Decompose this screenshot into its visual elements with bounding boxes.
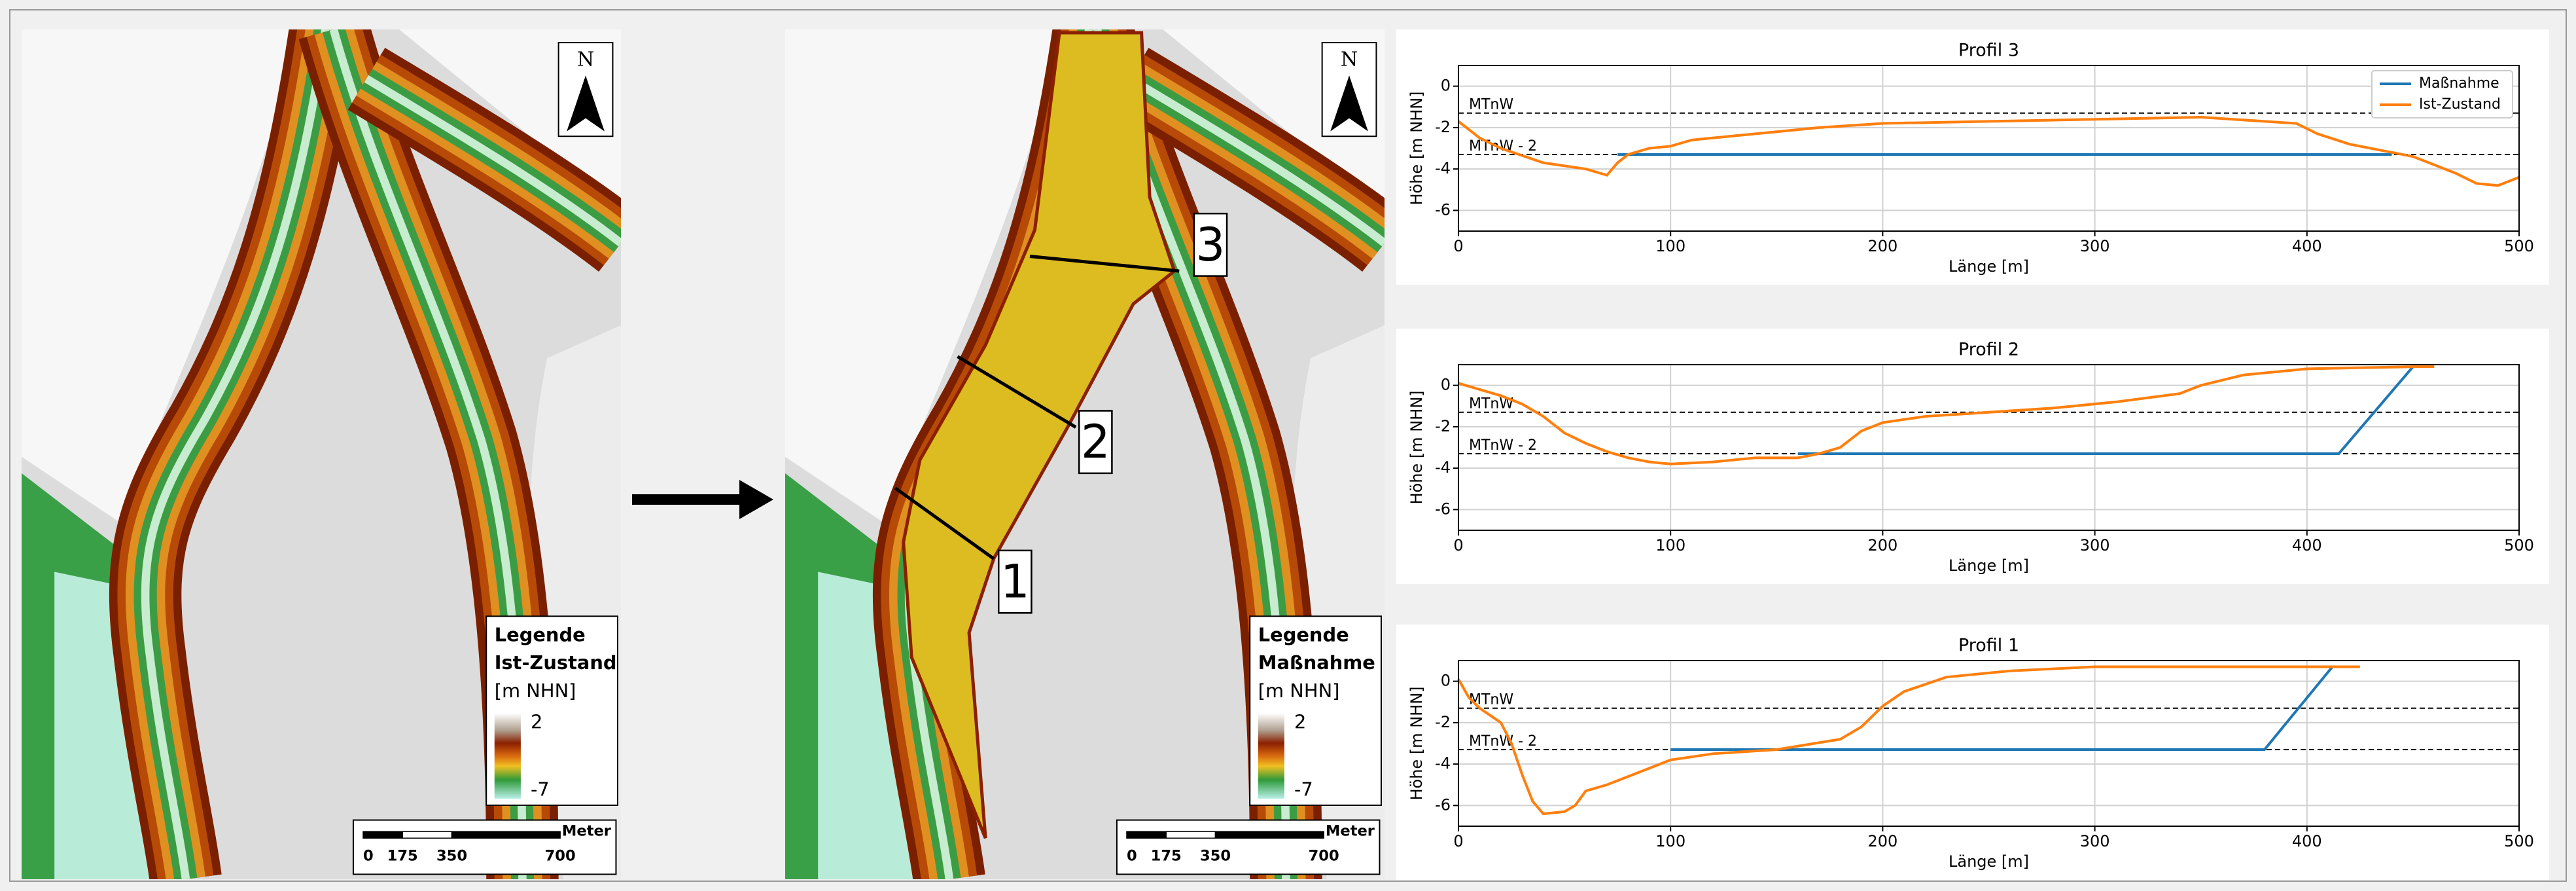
chart-title: Profil 3 <box>1958 41 2019 61</box>
x-tick-label: 300 <box>2080 536 2110 555</box>
chart: Profil 2 0 100 200 300 400 500 -6 -4 -2 0 Länge [m]… <box>1396 329 2549 584</box>
x-tick-label: 500 <box>2504 536 2534 555</box>
legend-title: [m NHN] <box>495 680 576 702</box>
chart: Profil 1 0 100 200 300 400 500 -6 -4 -2 0 Länge [m]… <box>1396 625 2549 880</box>
y-tick-label: 0 <box>1441 672 1451 690</box>
reference-label: MTnW <box>1469 97 1513 113</box>
scale-segment <box>452 831 561 838</box>
chart: Profil 3 0 100 200 300 400 500 -6 -4 -2 0 Länge [m]… <box>1396 29 2549 285</box>
scale-label: 0 <box>1127 847 1137 864</box>
chart-title: Profil 1 <box>1958 636 2019 656</box>
color-bar-max: 2 <box>1294 710 1306 733</box>
y-axis-label: Höhe [m NHN] <box>1407 390 1426 504</box>
y-tick-label: -4 <box>1435 458 1451 477</box>
legend-label: Ist-Zustand <box>2419 96 2501 113</box>
x-tick-label: 200 <box>1867 536 1897 555</box>
legend-title: Legende <box>1258 623 1349 646</box>
x-axis-label: Länge [m] <box>1949 257 2029 276</box>
x-tick-label: 500 <box>2504 237 2534 255</box>
map: N Legende Ist-Zustand [m NHN] 2 -7 0 175 350 700 M… <box>22 29 621 879</box>
color-bar-min: -7 <box>1294 778 1313 800</box>
color-bar-max: 2 <box>531 710 542 733</box>
scale-segment <box>1127 831 1166 838</box>
color-bar <box>1258 713 1284 799</box>
north-label: N <box>577 48 594 71</box>
x-tick-label: 300 <box>2080 237 2110 255</box>
chart-title: Profil 2 <box>1958 340 2019 360</box>
y-tick-label: -6 <box>1435 500 1451 518</box>
y-tick-label: -4 <box>1435 159 1451 177</box>
scale-segment <box>363 831 402 838</box>
x-tick-label: 0 <box>1453 832 1463 850</box>
scale-label: 175 <box>387 847 418 864</box>
scale-unit: Meter <box>562 823 612 840</box>
legend-title: [m NHN] <box>1258 680 1340 702</box>
color-bar-min: -7 <box>531 778 550 800</box>
y-tick-label: -2 <box>1435 118 1451 136</box>
x-tick-label: 200 <box>1867 237 1897 255</box>
x-tick-label: 100 <box>1655 536 1685 555</box>
scale-unit: Meter <box>1326 823 1375 840</box>
scale-segment <box>1166 831 1215 838</box>
x-tick-label: 0 <box>1453 536 1463 555</box>
legend-title: Ist-Zustand <box>495 651 617 674</box>
profile-label: 2 <box>1081 415 1110 469</box>
profile-label: 3 <box>1196 218 1226 272</box>
x-tick-label: 0 <box>1453 237 1463 255</box>
x-tick-label: 100 <box>1655 237 1685 255</box>
scale-label: 175 <box>1151 847 1182 864</box>
y-tick-label: 0 <box>1441 77 1451 95</box>
y-tick-label: -2 <box>1435 417 1451 435</box>
y-axis-label: Höhe [m NHN] <box>1407 91 1426 205</box>
x-tick-label: 400 <box>2292 536 2322 555</box>
y-tick-label: -6 <box>1435 795 1451 814</box>
x-tick-label: 400 <box>2292 237 2322 255</box>
scale-label: 350 <box>1200 847 1231 864</box>
x-tick-label: 400 <box>2292 832 2322 850</box>
y-tick-label: -6 <box>1435 200 1451 219</box>
legend-title: Legende <box>495 623 586 646</box>
chart-panel <box>1396 625 2549 880</box>
x-tick-label: 500 <box>2504 832 2534 850</box>
reference-label: MTnW - 2 <box>1469 733 1537 750</box>
y-tick-label: 0 <box>1441 376 1451 394</box>
chart-panel <box>1396 29 2549 285</box>
y-axis-label: Höhe [m NHN] <box>1407 686 1426 800</box>
north-label: N <box>1341 48 1358 71</box>
profile-label: 1 <box>1000 555 1030 609</box>
x-tick-label: 100 <box>1655 832 1685 850</box>
legend-title: Maßnahme <box>1258 651 1375 674</box>
y-tick-label: -2 <box>1435 713 1451 731</box>
scale-label: 350 <box>436 847 467 864</box>
scale-segment <box>1216 831 1324 838</box>
page: {"maps": [ {"north": "N", "legend": ["Le… <box>0 0 2576 891</box>
scale-label: 0 <box>363 847 374 864</box>
x-axis-label: Länge [m] <box>1949 556 2029 575</box>
y-tick-label: -4 <box>1435 754 1451 773</box>
reference-label: MTnW - 2 <box>1469 138 1537 155</box>
scale-label: 700 <box>545 847 576 864</box>
x-tick-label: 300 <box>2080 832 2110 850</box>
x-axis-label: Länge [m] <box>1949 852 2029 871</box>
scale-label: 700 <box>1309 847 1339 864</box>
map: 1 2 3 N Legende Maßnahme [m NHN] 2 -7 0 175 350 700 M… <box>785 29 1385 879</box>
scale-segment <box>402 831 451 838</box>
legend-label: Maßnahme <box>2419 75 2499 92</box>
figure: N Legende Ist-Zustand [m NHN] 2 -7 0 175 350 700 M… <box>0 0 2576 891</box>
color-bar <box>495 713 521 799</box>
x-tick-label: 200 <box>1867 832 1897 850</box>
reference-label: MTnW - 2 <box>1469 437 1537 454</box>
